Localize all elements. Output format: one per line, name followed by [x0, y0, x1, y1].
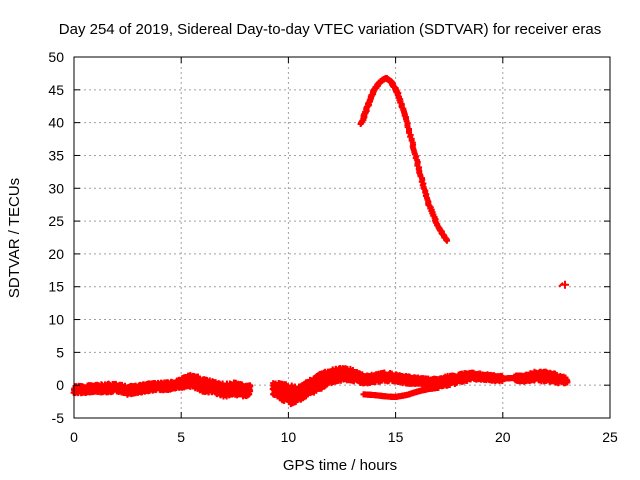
data-point: [435, 384, 442, 391]
y-tick-label: 45: [48, 82, 64, 98]
data-point: [303, 393, 310, 400]
y-tick-label: 30: [48, 180, 64, 196]
y-tick-label: 5: [56, 344, 64, 360]
series-2: [360, 384, 442, 400]
y-tick-label: 0: [56, 377, 64, 393]
y-tick-label: 10: [48, 312, 64, 328]
y-tick-label: 20: [48, 246, 64, 262]
data-point: [564, 377, 571, 384]
grid-lines: [74, 57, 610, 418]
x-tick-label: 15: [388, 429, 404, 445]
x-axis-label: GPS time / hours: [283, 457, 397, 474]
x-tick-label: 25: [602, 429, 618, 445]
x-tick-label: 0: [70, 429, 78, 445]
y-axis-label: SDTVAR / TECUs: [6, 178, 23, 298]
chart-title: Day 254 of 2019, Sidereal Day-to-day VTE…: [59, 21, 601, 38]
series-4: [558, 280, 569, 289]
data-point: [444, 237, 451, 244]
y-tick-label: 15: [48, 279, 64, 295]
y-tick-label: 50: [48, 49, 64, 65]
data-point: [246, 386, 253, 393]
y-tick-label: -5: [52, 410, 65, 426]
x-tick-label: 10: [281, 429, 297, 445]
series-3: [357, 75, 451, 244]
series-1: [269, 365, 571, 408]
y-tick-label: 35: [48, 147, 64, 163]
data-point: [558, 282, 564, 288]
plot-frame: [73, 56, 611, 419]
data-layer: [70, 75, 571, 408]
y-tick-label: 40: [48, 115, 64, 131]
series-0: [70, 371, 254, 400]
x-tick-label: 5: [177, 429, 185, 445]
axis-ticks: 0 5 10 15 20 25 -5 0 5 10 15 20 25 30 35 40 45 50: [48, 49, 618, 445]
y-tick-label: 25: [48, 213, 64, 229]
x-tick-label: 20: [495, 429, 511, 445]
